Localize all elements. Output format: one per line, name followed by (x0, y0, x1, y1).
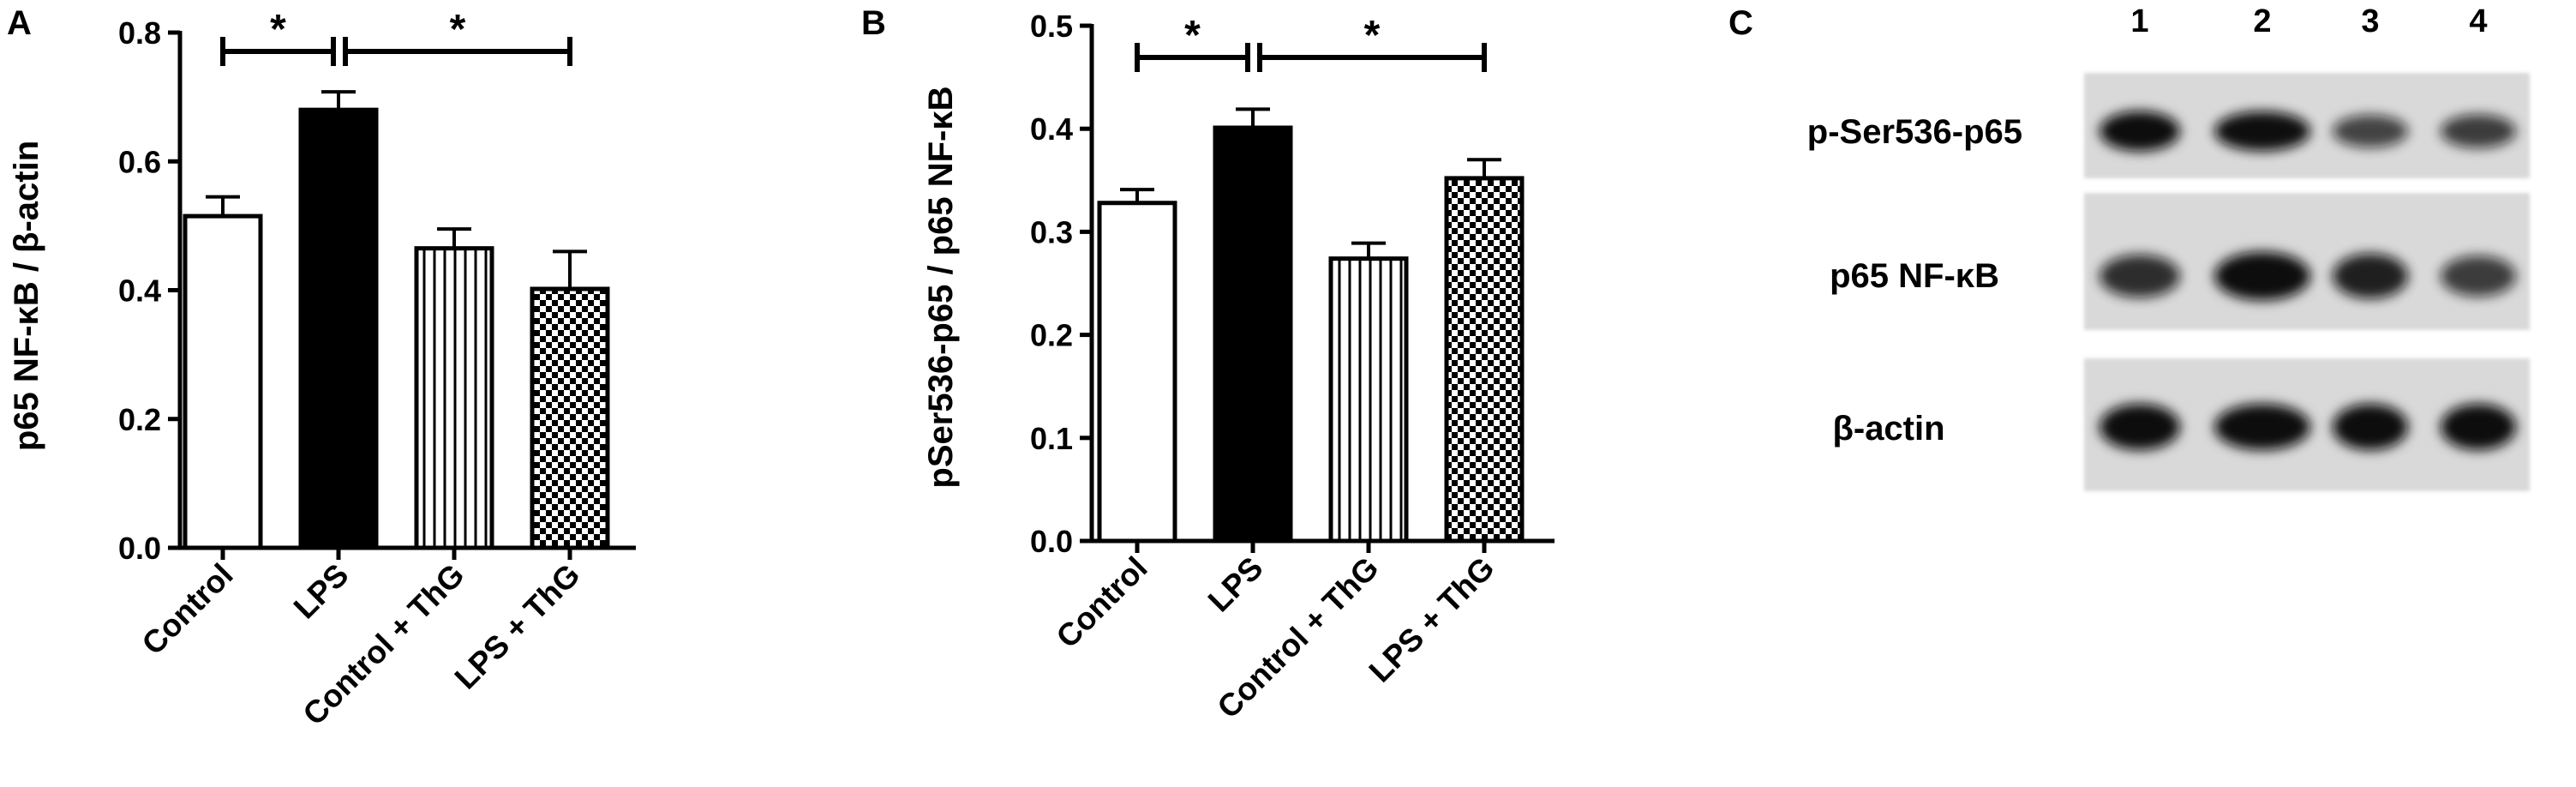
panel-b-y-tick-label: 0.5 (1030, 9, 1073, 44)
blot-band-1-3 (2333, 114, 2408, 148)
blot-band-3-1 (2100, 404, 2180, 450)
blot-row-label-3: β-actin (1832, 410, 1944, 448)
panel-b-y-tick-label: 0.4 (1030, 111, 1073, 147)
panel-a-bar-4 (530, 286, 610, 550)
lane-number-2: 2 (2253, 3, 2271, 39)
blot-band-3-3 (2333, 404, 2408, 450)
panel-b-x-tick-label: LPS (1201, 550, 1270, 619)
panel-a-y-tick-label: 0.0 (118, 531, 161, 566)
blot-band-2-3 (2333, 253, 2408, 299)
panel-b-bar-1 (1097, 201, 1177, 544)
panel-a-x-tick-label: LPS + ThG (448, 557, 587, 696)
blot-row-label-2: p65 NF-κB (1830, 257, 1999, 295)
blot-band-2-2 (2214, 251, 2310, 301)
blot-band-3-2 (2214, 404, 2310, 450)
panel-c: C 1 2 3 4 p-Ser536-p65 p65 NF-κB β-actin (1728, 3, 2530, 491)
panel-a-x-tick-label: Control (135, 557, 240, 662)
lane-number-4: 4 (2469, 3, 2487, 39)
blot-band-1-4 (2441, 114, 2516, 148)
lane-number-3: 3 (2361, 3, 2379, 39)
western-blot: 1 2 3 4 p-Ser536-p65 p65 NF-κB β-actin (1807, 3, 2530, 491)
panel-a-bar-2 (298, 107, 379, 550)
blot-band-2-4 (2441, 255, 2516, 297)
panel-b-bar-3 (1328, 256, 1409, 544)
panel-a-y-tick-label: 0.6 (118, 144, 161, 179)
panel-a-y-tick-label: 0.8 (118, 15, 161, 51)
panel-b-x-tick-label: LPS + ThG (1363, 550, 1501, 689)
panel-b-y-tick-label: 0.2 (1030, 318, 1073, 353)
panel-b-y-tick-label: 0.0 (1030, 524, 1073, 559)
lane-number-1: 1 (2130, 3, 2148, 39)
panel-b-y-axis-label: pSer536-p65 / p65 NF-κB (922, 86, 960, 488)
panel-a-x-tick-label: LPS (287, 557, 356, 626)
blot-band-1-1 (2100, 111, 2180, 152)
panel-b-y-tick-label: 0.1 (1030, 421, 1073, 456)
blot-band-2-1 (2100, 254, 2180, 298)
panel-b-bar-4 (1444, 176, 1525, 544)
panel-a-bar-3 (414, 246, 494, 550)
panel-b-y-tick-label: 0.3 (1030, 214, 1073, 249)
panel-a-bar-1 (183, 213, 263, 550)
panel-c-letter: C (1728, 4, 1753, 42)
panel-a-y-tick-label: 0.2 (118, 402, 161, 437)
blot-band-3-4 (2441, 404, 2516, 450)
panel-b: B pSer536-p65 / p65 NF-κB 0.0 0.1 0.2 0.3 0.… (861, 4, 1555, 725)
panel-a-y-axis-label: p65 NF-κB / β-actin (8, 141, 45, 451)
panel-a-sig-star-2: * (450, 7, 466, 52)
panel-b-letter: B (861, 4, 886, 42)
blot-band-1-2 (2214, 111, 2310, 152)
panel-a-letter: A (7, 4, 32, 42)
panel-b-bar-2 (1213, 125, 1293, 544)
panel-b-sig-star-2: * (1364, 13, 1381, 58)
panel-a-sig-star-1: * (270, 7, 286, 52)
blot-row-label-1: p-Ser536-p65 (1807, 113, 2022, 151)
panel-b-x-tick-label: Control (1050, 550, 1154, 655)
panel-b-sig-star-1: * (1184, 13, 1201, 58)
panel-a-y-tick-label: 0.4 (118, 273, 161, 309)
panel-a: A p65 NF-κB / β-actin 0.0 0.2 0.4 0.6 0.8 Con… (7, 4, 636, 732)
